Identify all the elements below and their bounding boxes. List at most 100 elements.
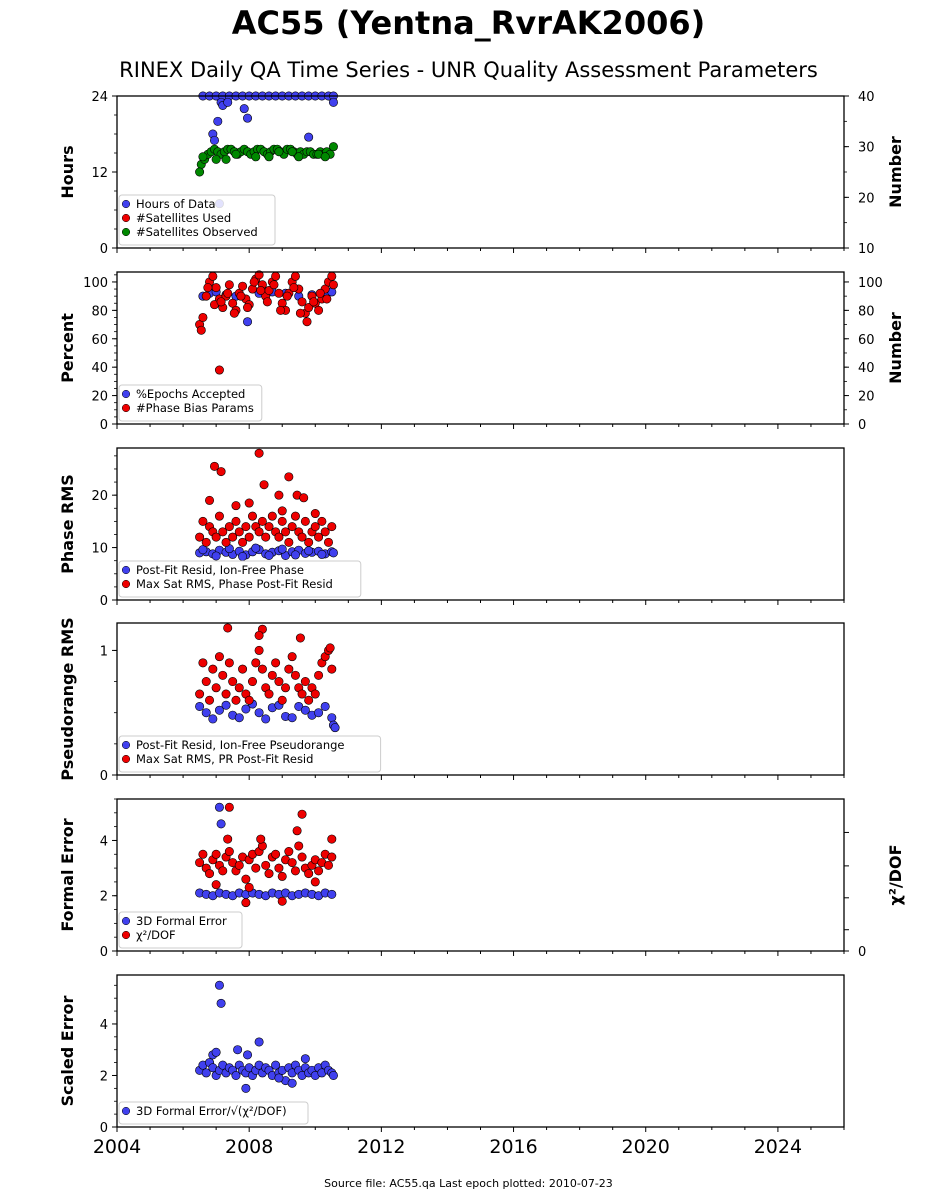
right-y-tick-label: 40 bbox=[858, 90, 875, 105]
right-y-tick-label: 0 bbox=[858, 418, 866, 433]
legend-marker-red bbox=[121, 754, 131, 764]
right-y-tick-label: 20 bbox=[858, 390, 875, 405]
data-point-red bbox=[290, 670, 300, 680]
data-point-blue bbox=[254, 1037, 264, 1047]
data-point-red bbox=[254, 645, 264, 655]
data-point-red bbox=[310, 522, 320, 532]
data-point-red bbox=[221, 537, 231, 547]
data-point-blue bbox=[216, 998, 226, 1008]
data-point-red bbox=[284, 847, 294, 857]
legend-marker-green bbox=[121, 227, 131, 237]
legend-marker-blue bbox=[121, 565, 131, 575]
right-y-tick-label: 20 bbox=[858, 191, 875, 206]
legend-box bbox=[118, 1101, 309, 1125]
y-tick-label: 4 bbox=[100, 1018, 108, 1033]
right-y-tick-label: 40 bbox=[858, 361, 875, 376]
data-point-red bbox=[297, 532, 307, 542]
legend-label: 3D Formal Error/√(χ²/DOF) bbox=[136, 1104, 287, 1118]
data-point-red bbox=[211, 532, 221, 542]
data-point-red bbox=[201, 291, 211, 301]
data-point-red bbox=[277, 695, 287, 705]
y-tick-label: 1 bbox=[100, 644, 108, 659]
data-point-red bbox=[249, 277, 259, 287]
legend-box bbox=[118, 911, 243, 949]
data-point-red bbox=[327, 664, 337, 674]
y-tick-label: 0 bbox=[100, 418, 108, 433]
data-point-red bbox=[198, 312, 208, 322]
data-point-red bbox=[299, 493, 309, 503]
data-point-blue bbox=[243, 1050, 253, 1060]
data-point-red bbox=[294, 841, 304, 851]
data-point-blue bbox=[327, 889, 337, 899]
data-point-blue bbox=[264, 550, 274, 560]
data-point-red bbox=[290, 511, 300, 521]
data-point-red bbox=[198, 516, 208, 526]
data-point-red bbox=[254, 630, 264, 640]
data-point-red bbox=[284, 472, 294, 482]
data-point-red bbox=[289, 283, 299, 293]
data-point-red bbox=[310, 689, 320, 699]
y-tick-label: 20 bbox=[91, 489, 108, 504]
data-point-red bbox=[211, 683, 221, 693]
data-point-red bbox=[264, 869, 274, 879]
data-point-red bbox=[251, 658, 261, 668]
data-point-blue bbox=[290, 550, 300, 560]
data-point-red bbox=[302, 317, 312, 327]
data-point-red bbox=[228, 532, 238, 542]
data-point-red bbox=[310, 509, 320, 519]
data-point-red bbox=[327, 271, 337, 281]
plot-frame bbox=[116, 95, 845, 249]
data-point-red bbox=[327, 852, 337, 862]
y-tick-label: 0 bbox=[100, 945, 108, 960]
data-point-red bbox=[205, 695, 215, 705]
data-point-green bbox=[294, 152, 304, 162]
right-y-tick-label: 60 bbox=[858, 333, 875, 348]
data-point-red bbox=[203, 283, 213, 293]
right-y-tick-label: 10 bbox=[858, 242, 875, 257]
data-point-blue bbox=[274, 1073, 284, 1083]
data-point-red bbox=[325, 643, 335, 653]
data-point-red bbox=[238, 537, 248, 547]
data-point-red bbox=[304, 869, 314, 879]
x-tick-label: 2012 bbox=[357, 1136, 405, 1158]
data-point-red bbox=[271, 658, 281, 668]
data-point-green bbox=[221, 154, 231, 164]
plot-frame bbox=[116, 974, 845, 1128]
data-point-red bbox=[297, 297, 307, 307]
data-point-blue bbox=[261, 714, 271, 724]
right-axis-label: Number bbox=[886, 136, 905, 208]
data-point-red bbox=[205, 495, 215, 505]
data-point-green bbox=[274, 147, 284, 157]
data-point-blue bbox=[214, 980, 224, 990]
panel-2: 0 20 40 60 80 100 0 20 40 60 80 100 Number Percent %Ep… bbox=[58, 270, 905, 433]
y-tick-label: 12 bbox=[91, 166, 108, 181]
y-tick-label: 0 bbox=[100, 594, 108, 609]
data-point-red bbox=[229, 308, 239, 318]
legend-marker-blue bbox=[121, 740, 131, 750]
legend-label: Max Sat RMS, PR Post-Fit Resid bbox=[136, 752, 313, 766]
data-point-red bbox=[277, 896, 287, 906]
legend-box bbox=[118, 194, 276, 246]
data-point-red bbox=[254, 448, 264, 458]
data-point-blue bbox=[221, 700, 231, 710]
data-point-red bbox=[314, 305, 324, 315]
data-point-red bbox=[259, 480, 269, 490]
data-point-red bbox=[274, 490, 284, 500]
data-point-blue bbox=[327, 713, 337, 723]
data-point-red bbox=[241, 874, 251, 884]
data-point-red bbox=[211, 849, 221, 859]
data-point-red bbox=[224, 802, 234, 812]
data-point-green bbox=[264, 152, 274, 162]
data-point-red bbox=[251, 863, 261, 873]
y-axis-label: Formal Error bbox=[58, 818, 77, 931]
data-point-red bbox=[271, 271, 281, 281]
data-point-blue bbox=[239, 104, 249, 114]
data-point-red bbox=[218, 527, 228, 537]
data-point-red bbox=[196, 325, 206, 335]
data-point-red bbox=[314, 532, 324, 542]
data-point-red bbox=[274, 677, 284, 687]
data-point-red bbox=[243, 303, 253, 313]
legend-marker-red bbox=[121, 579, 131, 589]
data-point-red bbox=[224, 658, 234, 668]
